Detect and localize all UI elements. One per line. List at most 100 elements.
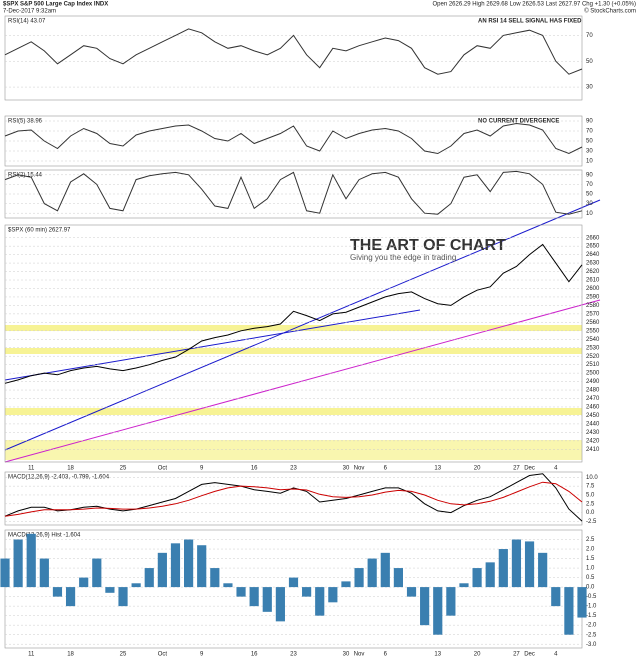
y-tick-label: -0.5 xyxy=(586,594,597,600)
bar xyxy=(367,558,377,588)
x-tick-label: 4 xyxy=(554,652,558,658)
bar xyxy=(184,539,194,588)
y-tick-label: 50 xyxy=(586,139,593,145)
panel-frame xyxy=(4,471,583,526)
x-tick-label: Oct xyxy=(158,652,168,658)
y-tick-label: 30 xyxy=(586,149,593,155)
y-tick-label: 2470 xyxy=(586,396,600,402)
y-tick-label: -1.5 xyxy=(586,613,597,619)
x-tick-label: 18 xyxy=(67,466,74,472)
x-tick-label: 25 xyxy=(120,466,127,472)
bar xyxy=(446,587,456,616)
x-tick-label: 23 xyxy=(290,652,297,658)
y-tick-label: 2570 xyxy=(586,311,600,317)
bar xyxy=(26,533,36,588)
y-tick-label: 2660 xyxy=(586,235,600,241)
bar xyxy=(498,549,508,588)
series-line xyxy=(4,28,583,75)
y-tick-label: 10.0 xyxy=(586,475,598,481)
y-tick-label: -3.0 xyxy=(586,642,597,648)
y-tick-label: 90 xyxy=(586,119,593,125)
bar xyxy=(577,587,587,618)
panel-title: RSI(2) 15.44 xyxy=(8,173,43,179)
x-tick-label: Nov xyxy=(354,466,365,472)
y-tick-label: -2.0 xyxy=(586,623,597,629)
bar xyxy=(144,568,154,588)
bar xyxy=(393,568,403,588)
bar xyxy=(288,577,299,588)
x-tick-label: 25 xyxy=(120,652,127,658)
x-tick-label: 23 xyxy=(290,466,297,472)
panel-frame xyxy=(4,15,583,101)
zone xyxy=(5,348,582,354)
bar xyxy=(472,568,482,588)
quote: Open 2626.29 High 2629.68 Low 2626.53 La… xyxy=(433,2,637,8)
x-tick-label: 30 xyxy=(343,652,350,658)
x-tick-label: 13 xyxy=(434,466,441,472)
y-tick-label: 2610 xyxy=(586,278,600,284)
x-tick-label: 20 xyxy=(474,652,481,658)
y-tick-label: 2440 xyxy=(586,421,600,427)
bar xyxy=(315,587,325,616)
y-tick-label: -1.0 xyxy=(586,604,597,610)
bar xyxy=(170,543,181,588)
source: © StockCharts.com xyxy=(584,8,636,15)
series-line xyxy=(4,170,583,215)
bar xyxy=(485,562,495,588)
panel-title: MACD(12,26,9) -2.403, -0.799, -1.604 xyxy=(8,475,110,481)
y-tick-label: 2530 xyxy=(586,345,600,351)
watermark-subtitle: Giving you the edge in trading xyxy=(350,253,456,262)
bar xyxy=(406,587,417,597)
y-tick-label: 0.0 xyxy=(586,510,595,516)
y-tick-label: 2630 xyxy=(586,261,600,267)
bar xyxy=(79,577,89,588)
symbol: $SPX S&P 500 Large Cap Index INDX xyxy=(3,2,108,8)
y-tick-label: 2590 xyxy=(586,295,600,301)
bar xyxy=(92,558,102,588)
x-tick-label: Dec xyxy=(524,652,535,658)
x-tick-label: Nov xyxy=(354,652,365,658)
y-tick-label: 30 xyxy=(586,201,593,207)
bar xyxy=(210,568,220,588)
trendline xyxy=(4,299,601,463)
bar xyxy=(275,587,285,622)
y-tick-label: 2.5 xyxy=(586,537,595,543)
y-tick-label: 2520 xyxy=(586,354,600,360)
y-tick-label: 2560 xyxy=(586,320,600,326)
y-tick-label: 2580 xyxy=(586,303,600,309)
x-tick-label: 30 xyxy=(343,466,350,472)
annotation: NO CURRENT DIVERGENCE xyxy=(478,119,559,125)
bar xyxy=(262,587,272,612)
y-tick-label: 2480 xyxy=(586,388,600,394)
bar xyxy=(236,587,246,597)
bar xyxy=(39,558,49,588)
y-tick-label: -2.5 xyxy=(586,632,597,638)
bar xyxy=(13,539,23,588)
x-tick-label: 11 xyxy=(28,652,35,658)
bar xyxy=(0,558,10,588)
x-tick-label: 13 xyxy=(434,652,441,658)
x-tick-label: 9 xyxy=(200,466,204,472)
y-tick-label: 90 xyxy=(586,172,593,178)
panel-title: RSI(14) 43.07 xyxy=(8,19,46,25)
bar xyxy=(105,587,115,593)
y-tick-label: 2640 xyxy=(586,252,600,258)
x-tick-label: 11 xyxy=(28,466,35,472)
bar xyxy=(433,587,443,635)
series-line xyxy=(4,122,583,155)
zone xyxy=(5,408,582,415)
panel-title: $SPX (60 min) 2627.97 xyxy=(8,228,71,234)
bar xyxy=(328,587,338,603)
panel-frame xyxy=(4,224,583,463)
y-tick-label: 2500 xyxy=(586,371,600,377)
x-tick-label: 27 xyxy=(513,652,520,658)
x-tick-label: 6 xyxy=(384,466,388,472)
bar xyxy=(302,587,312,597)
y-tick-label: 1.0 xyxy=(586,566,595,572)
series-line xyxy=(4,243,583,384)
panel-title: RSI(5) 38.96 xyxy=(8,119,43,125)
bar xyxy=(341,581,351,588)
y-tick-label: 2510 xyxy=(586,362,600,368)
trendline xyxy=(4,309,421,381)
